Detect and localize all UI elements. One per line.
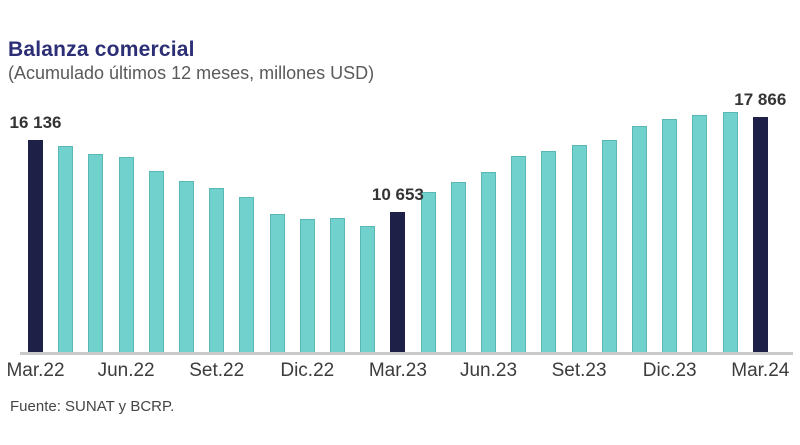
x-tick-Mar.24: Mar.24 [731, 360, 790, 381]
bar-Set.22 [209, 188, 225, 353]
bar-Abr.23 [420, 191, 436, 353]
x-tick-Set.22: Set.22 [189, 360, 245, 381]
bar-Mar.22 [28, 139, 43, 353]
bar-Mar.24 [752, 116, 768, 353]
x-tick-Dic.22: Dic.22 [280, 360, 335, 381]
x-tick-Jun.22: Jun.22 [97, 360, 155, 381]
x-tick-Dic.23: Dic.23 [642, 360, 697, 381]
bar-Oct.23 [601, 140, 617, 353]
bar-Ene.24 [692, 114, 708, 353]
bar-Jun.23 [481, 172, 496, 353]
bar-May.22 [88, 153, 104, 353]
bar-Ago.22 [179, 181, 194, 353]
bar-Feb.24 [722, 111, 738, 353]
bar-Dic.22 [299, 218, 315, 353]
x-axis-line [20, 352, 793, 355]
bar-Nov.23 [632, 125, 647, 353]
bar-May.23 [450, 181, 466, 353]
bar-Jul.23 [511, 156, 527, 353]
bar-Mar.23 [390, 212, 406, 353]
x-tick-Set.23: Set.23 [551, 360, 607, 381]
x-tick-Mar.23: Mar.23 [368, 360, 427, 381]
value-label-Mar.23: 10 653 [371, 185, 424, 205]
chart-subtitle: (Acumulado últimos 12 meses, millones US… [8, 63, 375, 83]
bar-Ene.23 [330, 217, 345, 353]
source-note: Fuente: SUNAT y BCRP. [10, 398, 175, 415]
bar-Abr.22 [58, 145, 74, 353]
chart-title: Balanza comercial [8, 38, 195, 61]
bar-Nov.22 [269, 214, 285, 353]
bar-Jun.22 [118, 156, 134, 353]
bar-Feb.23 [360, 225, 376, 353]
x-tick-Jun.23: Jun.23 [459, 360, 518, 381]
bar-Jul.22 [148, 170, 164, 353]
bar-Dic.23 [662, 119, 678, 353]
value-label-Mar.22: 16 136 [9, 112, 62, 132]
bar-Ago.23 [541, 150, 557, 353]
bar-Oct.22 [239, 196, 255, 353]
value-label-Mar.24: 17 866 [734, 89, 787, 109]
x-tick-Mar.22: Mar.22 [6, 360, 65, 381]
bar-Set.23 [571, 145, 587, 353]
